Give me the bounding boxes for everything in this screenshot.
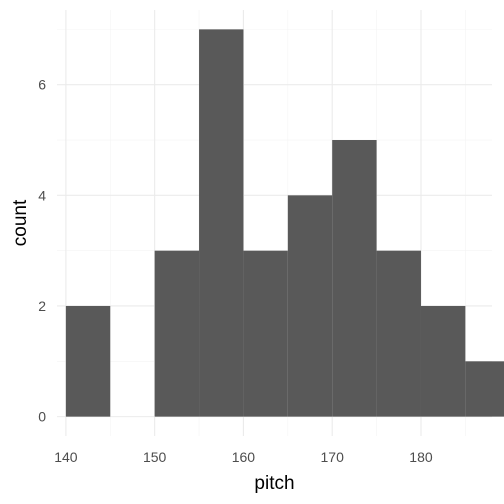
x-tick-label: 160: [232, 449, 256, 465]
histogram-bar-155-160: [199, 29, 244, 417]
histogram-bar-180-185: [420, 305, 466, 417]
y-tick-label: 2: [38, 298, 46, 314]
x-tick-label: 180: [409, 449, 433, 465]
histogram-bar-150-155: [154, 250, 200, 417]
histogram-bar-160-165: [243, 250, 288, 417]
y-axis-title: count: [10, 199, 31, 246]
histogram-bars: [65, 29, 504, 417]
histogram-bar-185-190: [465, 361, 504, 417]
x-tick-label: 140: [54, 449, 78, 465]
y-tick-label: 6: [38, 77, 46, 93]
x-tick-label: 150: [143, 449, 167, 465]
y-axis-tick-labels: 0 2 4 6: [38, 77, 46, 425]
y-tick-label: 0: [38, 409, 46, 425]
histogram-bar-165-170: [287, 195, 333, 417]
histogram-bar-170-175: [332, 140, 377, 417]
y-tick-label: 4: [38, 187, 46, 203]
histogram-bar-175-180: [376, 250, 421, 417]
x-tick-label: 170: [321, 449, 345, 465]
x-axis-title: pitch: [254, 473, 294, 494]
histogram-bar-140-145: [65, 305, 111, 417]
x-axis-tick-labels: 140 150 160 170 180: [54, 449, 433, 465]
